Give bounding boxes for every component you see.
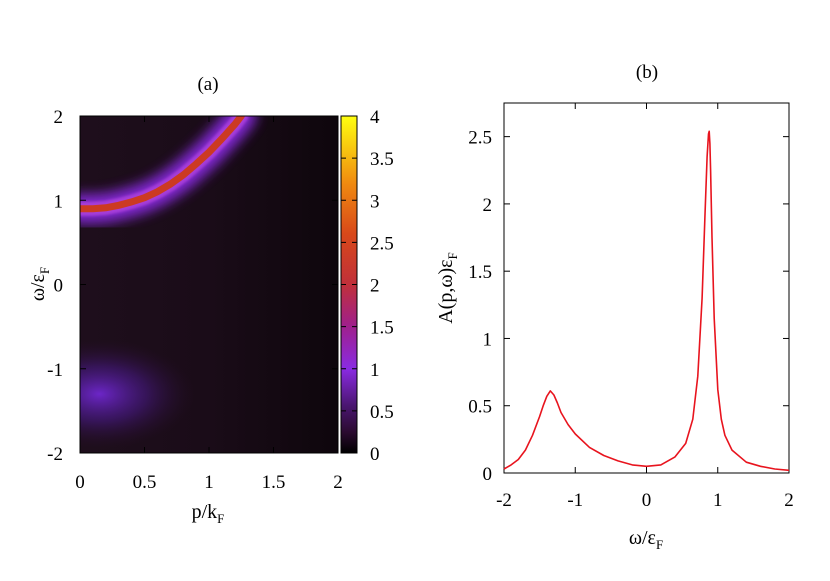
heatmap-y-tick-label: -1	[47, 360, 63, 381]
heatmap-dispersion-band	[80, 116, 245, 213]
spectral-y-tick-label: 1.5	[468, 262, 492, 283]
colorbar-tick-label: 2.5	[370, 233, 394, 254]
heatmap-x-label: p/kF	[192, 501, 225, 526]
heatmap-x-tick-label: 1	[204, 472, 214, 493]
spectral-plot-ticks: -2 -1 0 1 2 0 0.5 1 1.5 2 2.5	[468, 103, 794, 511]
heatmap-x-tick-label: 1.5	[262, 472, 286, 493]
colorbar-tick-label: 1.5	[370, 318, 394, 339]
heatmap-y-tick-label: 1	[54, 191, 64, 212]
spectral-y-label: A(p,ω)εF	[435, 252, 460, 324]
colorbar-tick-label: 2	[370, 276, 380, 297]
spectral-y-tick-label: 2	[483, 195, 493, 216]
spectral-x-tick-label: 1	[713, 490, 723, 511]
spectral-plot-frame	[503, 102, 790, 474]
heatmap-y-tick-label: -2	[47, 444, 63, 465]
spectral-x-tick-label: -2	[496, 490, 512, 511]
colorbar-tick-label: 1	[370, 360, 380, 381]
colorbar-tick-label: 0	[370, 444, 380, 465]
spectral-y-tick-label: 1	[483, 329, 493, 350]
spectral-x-tick-label: -1	[567, 490, 583, 511]
heatmap-x-tick-label: 2	[333, 472, 343, 493]
heatmap-x-tick-label: 0.5	[133, 472, 157, 493]
spectral-y-tick-label: 2.5	[468, 128, 492, 149]
colorbar-tick-label: 4	[370, 107, 380, 128]
spectral-x-tick-label: 0	[642, 490, 652, 511]
panel-b-label: (b)	[636, 62, 658, 83]
spectral-function-line	[503, 130, 790, 472]
spectral-x-label: ω/εF	[629, 527, 663, 552]
heatmap-area	[80, 116, 338, 453]
heatmap-broad-feature	[80, 339, 195, 450]
heatmap-y-label: ω/εF	[27, 267, 52, 301]
spectral-y-tick-label: 0	[483, 464, 493, 485]
heatmap-ticks: 0 0.5 1 1.5 2 -2 -1 0 1 2	[47, 107, 343, 493]
heatmap-x-tick-label: 0	[75, 472, 85, 493]
heatmap-y-tick-label: 0	[54, 276, 64, 297]
spectral-y-tick-label: 0.5	[468, 397, 492, 418]
colorbar-tick-label: 0.5	[370, 402, 394, 423]
spectral-x-tick-label: 2	[784, 490, 794, 511]
colorbar-ticks: 0 0.5 1 1.5 2 2.5 3 3.5 4	[341, 107, 394, 465]
panel-a-label: (a)	[197, 74, 218, 95]
heatmap-y-tick-label: 2	[54, 107, 64, 128]
colorbar-tick-label: 3.5	[370, 149, 394, 170]
colorbar-tick-label: 3	[370, 191, 380, 212]
